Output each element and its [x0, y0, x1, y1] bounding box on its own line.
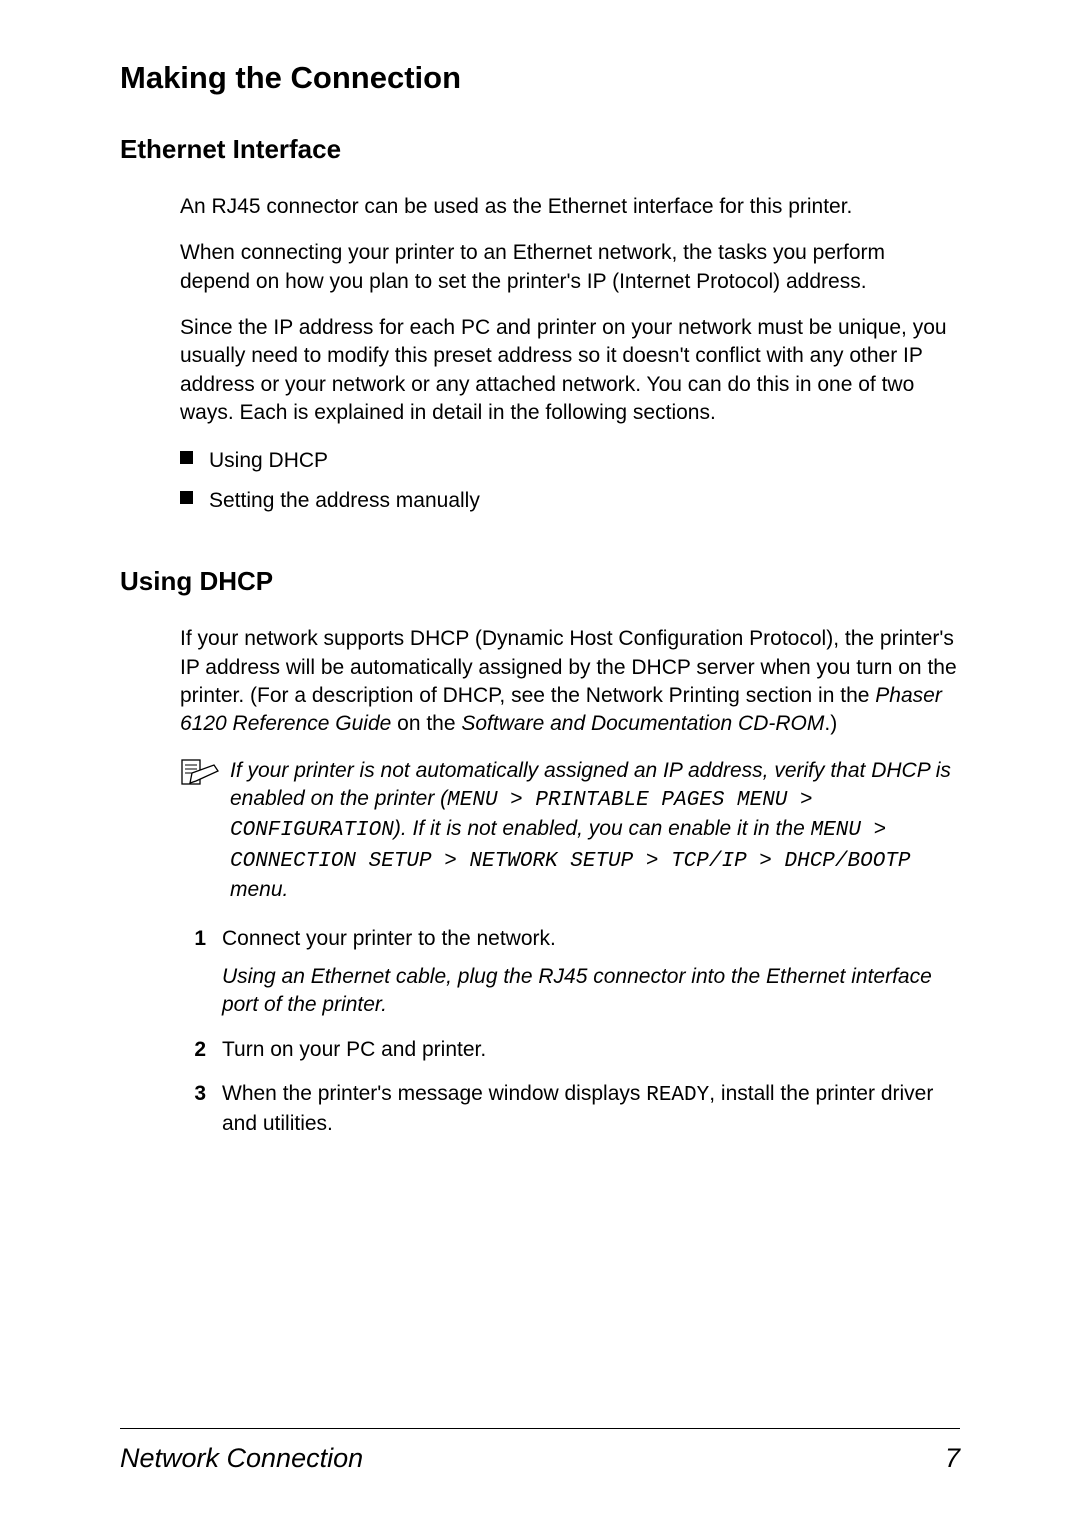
step-number: 2: [180, 1036, 206, 1064]
step-text: Turn on your PC and printer.: [222, 1036, 960, 1064]
ethernet-para-1: An RJ45 connector can be used as the Eth…: [180, 193, 960, 221]
step-subtext: Using an Ethernet cable, plug the RJ45 c…: [222, 963, 960, 1020]
ethernet-para-2: When connecting your printer to an Ether…: [180, 239, 960, 296]
bullet-icon: [180, 491, 193, 504]
page-footer: Network Connection 7: [120, 1428, 960, 1474]
note-text: If your printer is not automatically ass…: [230, 757, 960, 905]
step-number: 1: [180, 925, 206, 953]
page-title: Making the Connection: [120, 60, 960, 96]
list-item: 2 Turn on your PC and printer.: [180, 1036, 960, 1064]
bullet-label: Using DHCP: [209, 445, 328, 477]
ethernet-para-3: Since the IP address for each PC and pri…: [180, 314, 960, 427]
bullet-icon: [180, 451, 193, 464]
ethernet-bullet-list: Using DHCP Setting the address manually: [180, 445, 960, 516]
footer-rule: [120, 1428, 960, 1429]
list-item: Setting the address manually: [180, 485, 960, 517]
list-item: Using DHCP: [180, 445, 960, 477]
dhcp-para-1: If your network supports DHCP (Dynamic H…: [180, 625, 960, 738]
bullet-label: Setting the address manually: [209, 485, 480, 517]
note-icon: [180, 759, 220, 794]
list-item: 3 When the printer's message window disp…: [180, 1080, 960, 1139]
step-number: 3: [180, 1080, 206, 1108]
section-ethernet-heading: Ethernet Interface: [120, 134, 960, 165]
list-item: 1 Connect your printer to the network. U…: [180, 925, 960, 1020]
section-dhcp-heading: Using DHCP: [120, 566, 960, 597]
step-text: When the printer's message window displa…: [222, 1080, 960, 1139]
footer-title: Network Connection: [120, 1443, 363, 1474]
note-block: If your printer is not automatically ass…: [180, 757, 960, 905]
step-text: Connect your printer to the network.: [222, 925, 960, 953]
dhcp-steps-list: 1 Connect your printer to the network. U…: [180, 925, 960, 1139]
footer-page-number: 7: [945, 1443, 960, 1474]
